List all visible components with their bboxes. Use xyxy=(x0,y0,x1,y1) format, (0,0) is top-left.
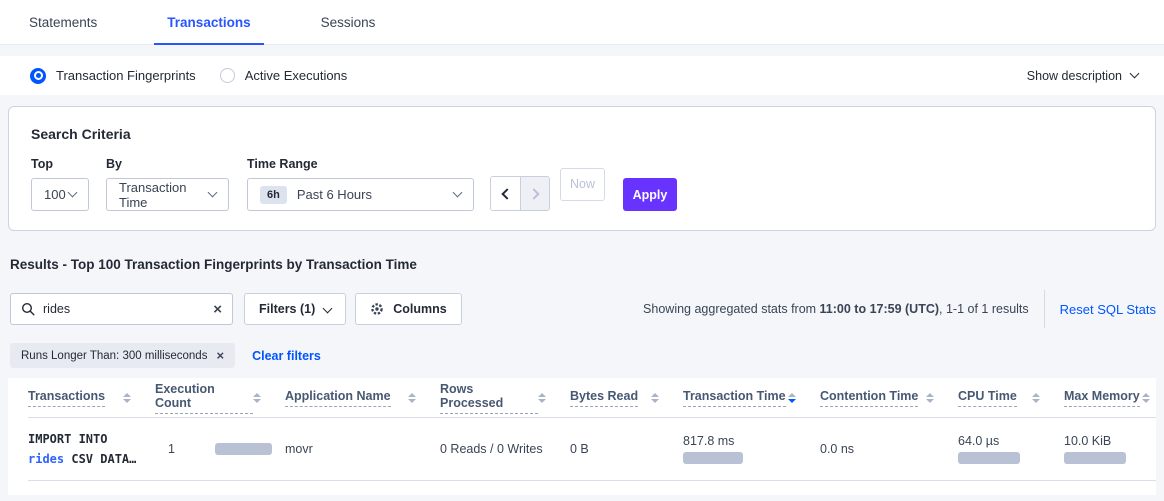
top-select[interactable]: 100 xyxy=(31,178,89,211)
by-label: By xyxy=(106,157,122,171)
radio-transaction-fingerprints[interactable]: Transaction Fingerprints xyxy=(30,67,196,84)
by-field: By Transaction Time xyxy=(106,157,247,211)
radio-label: Active Executions xyxy=(244,68,348,83)
chevron-left-icon xyxy=(501,187,513,200)
search-input[interactable] xyxy=(43,302,214,316)
results-search-box[interactable]: × xyxy=(10,293,233,325)
execution-count-bar xyxy=(214,443,272,455)
rows-processed-cell: 0 Reads / 0 Writes xyxy=(440,442,543,456)
search-criteria-card: Search Criteria Top 100 By Transaction T… xyxy=(8,106,1156,231)
chevron-down-icon xyxy=(1129,68,1140,79)
search-match-highlight: rides xyxy=(28,452,65,466)
chevron-down-icon xyxy=(452,187,463,198)
chevron-down-icon xyxy=(207,187,218,198)
filters-button[interactable]: Filters (1) xyxy=(244,293,347,325)
page-tabs: Statements Transactions Sessions xyxy=(0,0,1164,45)
time-next-button[interactable] xyxy=(520,177,549,210)
tab-sessions[interactable]: Sessions xyxy=(320,14,376,30)
column-header-application-name[interactable]: Application Name xyxy=(285,389,440,407)
columns-button[interactable]: Columns xyxy=(355,293,462,325)
column-header-cpu-time[interactable]: CPU Time xyxy=(958,389,1064,407)
show-description-toggle[interactable]: Show description xyxy=(1026,68,1140,83)
filter-pill-label: Runs Longer Than: 300 milliseconds xyxy=(21,349,208,362)
bytes-read-cell: 0 B xyxy=(570,442,589,456)
sort-icon xyxy=(538,392,546,403)
results-toolbar: × Filters (1) Columns Showing aggregated… xyxy=(10,290,1156,328)
contention-time-cell: 0.0 ns xyxy=(820,442,855,456)
sort-icon-active-desc xyxy=(788,392,796,403)
sort-icon xyxy=(651,392,659,403)
search-icon xyxy=(21,302,35,316)
time-range-field: Time Range 6h Past 6 Hours xyxy=(247,157,474,211)
columns-button-label: Columns xyxy=(393,302,447,316)
chevron-right-icon xyxy=(527,187,540,200)
max-memory-cell: 10.0 KiB xyxy=(1064,434,1156,464)
remove-filter-icon[interactable]: × xyxy=(216,348,225,363)
radio-active-executions[interactable]: Active Executions xyxy=(219,68,348,83)
time-prev-button[interactable] xyxy=(491,177,520,210)
active-filters-row: Runs Longer Than: 300 milliseconds × Cle… xyxy=(10,343,1164,368)
top-label: Top xyxy=(31,157,53,171)
filters-button-label: Filters (1) xyxy=(259,302,316,316)
column-header-transaction-time[interactable]: Transaction Time xyxy=(683,389,820,407)
time-pager xyxy=(490,176,550,211)
by-select[interactable]: Transaction Time xyxy=(106,178,229,211)
column-header-rows-processed[interactable]: Rows Processed xyxy=(440,382,570,414)
time-range-badge: 6h xyxy=(260,185,287,204)
radio-unselected-icon xyxy=(219,68,235,83)
chevron-down-icon xyxy=(67,187,78,198)
cpu-time-bar xyxy=(958,452,1020,464)
tab-transactions[interactable]: Transactions xyxy=(154,0,264,45)
sort-icon xyxy=(1032,392,1040,403)
now-button[interactable]: Now xyxy=(560,167,605,201)
sort-icon xyxy=(1142,392,1150,403)
chevron-down-icon xyxy=(322,303,333,313)
aggregated-stats-text: Showing aggregated stats from 11:00 to 1… xyxy=(643,302,1029,316)
tab-statements[interactable]: Statements xyxy=(29,14,98,30)
table-row: IMPORT INTO rides CSV DATA… 1 movr 0 Rea… xyxy=(28,418,1156,481)
application-name-cell: movr xyxy=(285,442,313,456)
table-header-row: Transactions Execution Count Application… xyxy=(28,378,1156,418)
execution-count-cell: 1 xyxy=(155,442,285,456)
column-header-transactions[interactable]: Transactions xyxy=(28,389,155,407)
max-memory-bar xyxy=(1064,452,1126,464)
radio-label: Transaction Fingerprints xyxy=(56,68,196,83)
column-header-execution-count[interactable]: Execution Count xyxy=(155,382,285,414)
time-range-value: Past 6 Hours xyxy=(296,187,372,202)
by-value: Transaction Time xyxy=(119,179,187,210)
show-description-label: Show description xyxy=(1026,68,1122,83)
cpu-time-cell: 64.0 µs xyxy=(958,434,1064,464)
time-range-select[interactable]: 6h Past 6 Hours xyxy=(247,178,474,211)
top-field: Top 100 xyxy=(31,157,106,211)
divider xyxy=(1043,290,1045,328)
time-range-label: Time Range xyxy=(247,157,318,171)
sort-icon xyxy=(926,392,934,403)
results-heading: Results - Top 100 Transaction Fingerprin… xyxy=(10,257,417,272)
view-toggle-bar: Transaction Fingerprints Active Executio… xyxy=(0,56,1164,95)
search-criteria-title: Search Criteria xyxy=(31,126,131,142)
stats-group: Showing aggregated stats from 11:00 to 1… xyxy=(643,290,1156,328)
gear-icon xyxy=(371,303,384,315)
sort-icon xyxy=(123,392,131,403)
filter-pill: Runs Longer Than: 300 milliseconds × xyxy=(10,343,236,368)
results-table: Transactions Execution Count Application… xyxy=(8,378,1156,495)
radio-selected-icon xyxy=(30,67,46,84)
sort-icon xyxy=(408,392,416,403)
column-header-max-memory[interactable]: Max Memory xyxy=(1064,389,1156,407)
apply-button[interactable]: Apply xyxy=(623,178,677,211)
clear-search-icon[interactable]: × xyxy=(213,300,222,318)
clear-filters-link[interactable]: Clear filters xyxy=(252,348,321,363)
transaction-fingerprint-link[interactable]: IMPORT INTO rides CSV DATA… xyxy=(28,432,137,466)
reset-sql-stats-link[interactable]: Reset SQL Stats xyxy=(1059,301,1156,317)
sort-icon xyxy=(253,392,261,403)
top-value: 100 xyxy=(44,187,66,202)
transaction-time-cell: 817.8 ms xyxy=(683,434,820,464)
column-header-bytes-read[interactable]: Bytes Read xyxy=(570,389,683,407)
transaction-time-bar xyxy=(683,452,743,464)
column-header-contention-time[interactable]: Contention Time xyxy=(820,389,958,407)
